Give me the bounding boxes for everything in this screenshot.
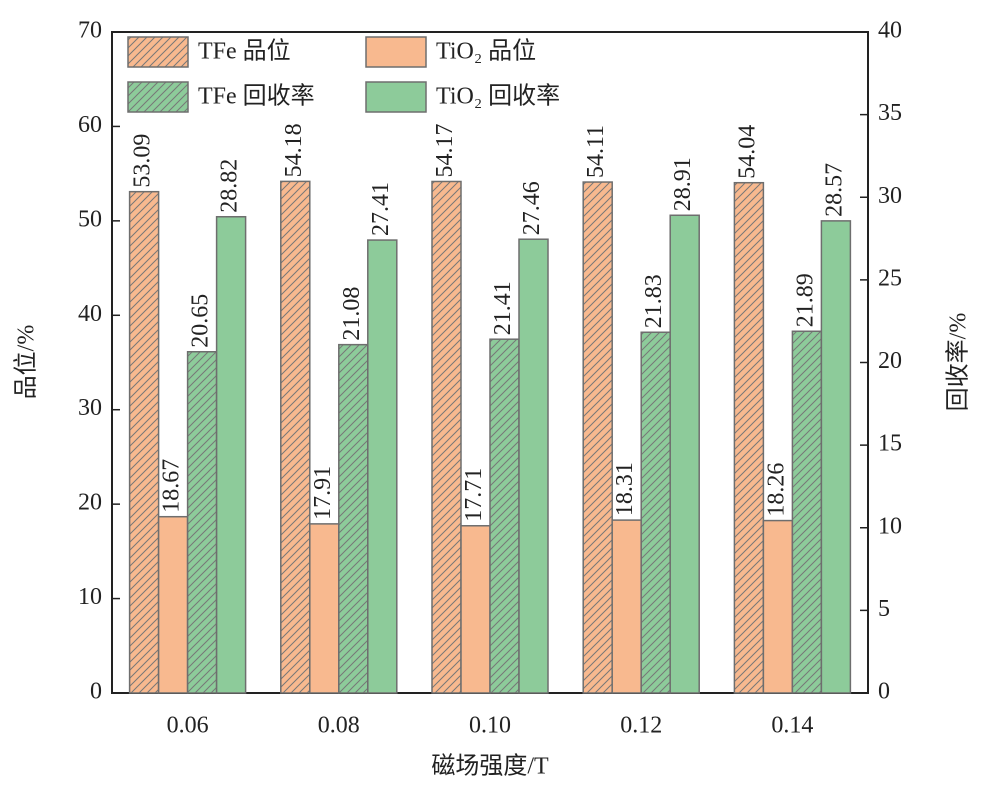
y-tick-label: 60 (78, 112, 102, 138)
legend-swatch (365, 36, 427, 68)
bar (489, 338, 520, 694)
bar (460, 525, 491, 694)
bar (128, 190, 160, 694)
bar (640, 331, 671, 694)
y-tick-label: 30 (78, 395, 102, 421)
data-label: 28.82 (217, 159, 243, 213)
data-label: 21.89 (792, 273, 818, 327)
data-label: 17.71 (461, 468, 487, 522)
data-label: 18.67 (159, 459, 185, 513)
data-label: 54.11 (583, 125, 609, 178)
bar (518, 238, 549, 694)
bar (157, 515, 189, 694)
y-tick-label: 50 (78, 206, 102, 232)
y2-tick-label: 30 (878, 183, 902, 209)
y-tick-label: 20 (78, 490, 102, 516)
bar (820, 220, 852, 694)
data-label: 54.18 (281, 123, 307, 177)
data-label: 21.08 (339, 287, 365, 341)
y2-tick-label: 5 (878, 596, 890, 622)
x-tick-label: 0.06 (167, 713, 209, 739)
x-tick-label: 0.10 (469, 713, 511, 739)
y2-tick-label: 0 (878, 679, 890, 705)
y2-tick-label: 15 (878, 431, 902, 457)
x-tick-label: 0.08 (318, 713, 360, 739)
data-label: 27.41 (368, 182, 394, 236)
bar (762, 519, 794, 694)
legend-swatch (365, 81, 427, 113)
data-label: 54.04 (734, 125, 760, 179)
y2-axis-title: 回收率/% (945, 313, 972, 412)
data-label: 18.31 (612, 462, 638, 516)
y2-tick-label: 10 (878, 513, 902, 539)
data-label: 21.83 (641, 274, 667, 328)
bar (431, 180, 462, 694)
x-axis-title: 磁场强度/T (431, 753, 549, 780)
data-label: 18.26 (763, 463, 789, 517)
y-tick-label: 0 (90, 679, 102, 705)
data-label: 17.91 (310, 466, 336, 520)
data-label: 28.91 (670, 157, 696, 211)
legend-label: TiO₂ 回收率 (436, 83, 560, 110)
y2-tick-label: 25 (878, 265, 902, 291)
bar (367, 239, 398, 694)
y-tick-label: 10 (78, 584, 102, 610)
x-tick-label: 0.14 (771, 713, 813, 739)
bar (733, 181, 765, 694)
bar (215, 215, 247, 694)
data-label: 53.09 (130, 134, 156, 188)
legend-label: TFe 品位 (198, 38, 291, 65)
y-tick-label: 40 (78, 301, 102, 327)
data-label: 20.65 (188, 294, 214, 348)
data-label: 54.17 (432, 123, 458, 177)
legend-swatch (127, 81, 189, 113)
x-tick-label: 0.12 (620, 713, 662, 739)
bar (309, 523, 340, 694)
y2-tick-label: 40 (878, 18, 902, 44)
y2-tick-label: 20 (878, 348, 902, 374)
legend-label: TFe 回收率 (198, 83, 315, 110)
bar (186, 351, 218, 694)
legend-swatch (127, 36, 189, 68)
bar (611, 519, 642, 694)
bar (582, 181, 613, 694)
data-label: 21.41 (490, 281, 516, 335)
data-label: 27.46 (519, 181, 545, 235)
data-label: 28.57 (821, 163, 847, 217)
y2-tick-label: 35 (878, 100, 902, 126)
bar (669, 214, 700, 694)
bar (338, 343, 369, 694)
bar (791, 330, 823, 694)
bar (280, 180, 311, 694)
y-tick-label: 70 (78, 18, 102, 44)
y-axis-title: 品位/% (13, 325, 40, 400)
legend-label: TiO₂ 品位 (436, 38, 536, 65)
